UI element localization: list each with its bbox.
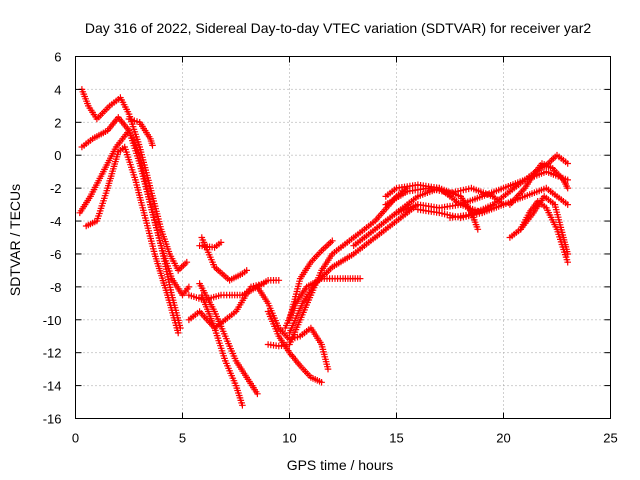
series-arc-5: [125, 115, 156, 149]
series-arc-24: [506, 160, 571, 208]
series-arc-26: [517, 193, 571, 258]
series-arc-7: [198, 234, 250, 284]
data-point: [564, 201, 571, 208]
y-tick-label: -2: [50, 181, 62, 196]
y-tick-label: 0: [54, 148, 61, 163]
data-point: [260, 280, 268, 287]
series-arc-10: [196, 280, 261, 398]
series-arc-16: [286, 237, 336, 324]
data-point: [564, 250, 571, 258]
x-tick-label: 5: [179, 431, 186, 446]
series-group: [76, 86, 571, 409]
data-point: [217, 239, 225, 246]
series-arc-3: [76, 127, 184, 332]
y-tick-label: -6: [50, 247, 62, 262]
data-point: [356, 275, 364, 282]
data-point: [275, 277, 283, 284]
y-tick-label: -16: [43, 412, 62, 427]
series-arc-11: [198, 291, 246, 409]
data-point: [183, 258, 191, 266]
data-point: [564, 184, 571, 192]
x-tick-label: 0: [72, 431, 79, 446]
data-point: [254, 390, 261, 398]
data-point: [239, 402, 246, 409]
series-arc-6: [196, 239, 225, 251]
series-arc-1: [78, 86, 191, 274]
y-tick-label: 6: [54, 50, 61, 65]
y-tick-label: -4: [50, 214, 62, 229]
x-axis-label: GPS time / hours: [287, 457, 394, 473]
series-arc-13: [264, 308, 325, 386]
data-point: [318, 379, 325, 386]
y-tick-label: -8: [50, 280, 62, 295]
data-point: [329, 237, 336, 245]
data-point: [324, 365, 332, 373]
grid: [75, 56, 611, 419]
chart-title: Day 316 of 2022, Sidereal Day-to-day VTE…: [85, 20, 591, 36]
x-tick-label: 10: [282, 431, 296, 446]
data-point: [564, 258, 571, 266]
y-tick-label: -10: [43, 313, 62, 328]
x-tick-label: 15: [389, 431, 403, 446]
x-tick-label: 25: [603, 431, 617, 446]
data-point: [149, 142, 156, 149]
data-point: [185, 283, 193, 291]
series-arc-20: [382, 181, 486, 217]
y-tick-label: 4: [54, 82, 61, 97]
data-point: [564, 160, 571, 167]
series-arc-4: [82, 143, 182, 337]
series-arc-17: [286, 201, 422, 337]
y-tick-label: 2: [54, 115, 61, 130]
y-tick-label: -12: [43, 346, 62, 361]
data-point: [243, 267, 250, 274]
x-tick-label: 20: [496, 431, 510, 446]
data-point: [474, 226, 482, 233]
plot-frame: [75, 56, 611, 419]
y-axis-label: SDTVAR / TECUs: [7, 184, 23, 296]
data-point: [174, 329, 182, 337]
y-tick-label: -14: [43, 379, 62, 394]
series-arc-12: [254, 283, 332, 373]
